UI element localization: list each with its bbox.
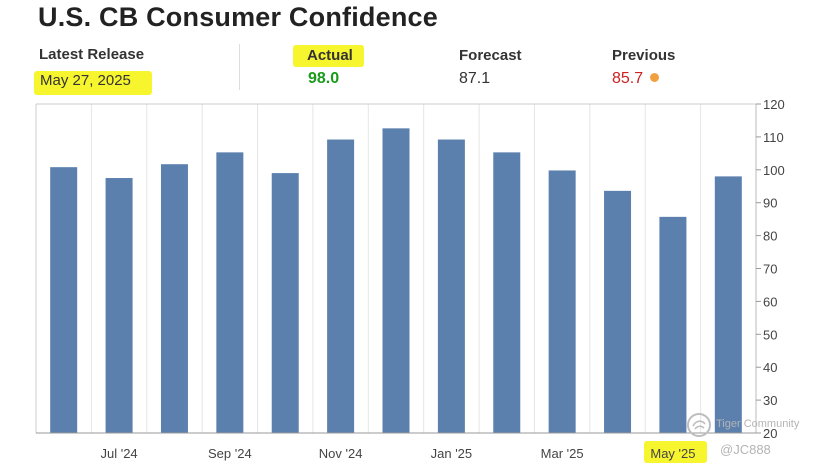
bar-mar-25	[548, 170, 576, 433]
y-tick-label: 60	[763, 294, 777, 309]
bar-jul-24	[105, 178, 133, 433]
watermark-handle: @JC888	[720, 442, 771, 457]
previous-value-wrap: 85.7	[612, 70, 660, 88]
y-tick-label: 40	[763, 360, 777, 375]
bar-jan-25	[437, 139, 465, 434]
header-divider	[239, 44, 240, 90]
x-tick-label: Jul '24	[100, 446, 137, 461]
bar-jun-25	[714, 176, 742, 433]
actual-value: 98.0	[308, 70, 340, 87]
tiger-logo-icon	[687, 413, 711, 437]
bar-aug-24	[160, 164, 188, 433]
y-tick-label: 50	[763, 327, 777, 342]
x-tick-label: Nov '24	[319, 446, 363, 461]
chart-tick-labels: 20 30 40 50 60 70 80 90 100 110 120 Jul '24 Sep '24 N…	[100, 97, 784, 461]
y-tick-label: 70	[763, 262, 777, 277]
forecast-value: 87.1	[459, 70, 491, 87]
bar-dec-24	[382, 128, 410, 433]
y-tick-label: 110	[763, 130, 784, 145]
chart-title: U.S. CB Consumer Confidence	[38, 2, 438, 32]
chart-bars	[50, 128, 742, 434]
bar-feb-25	[493, 152, 521, 433]
y-tick-label: 100	[763, 163, 785, 178]
orange-dot-icon	[650, 73, 660, 82]
bar-may-25	[659, 216, 687, 433]
bar-nov-24	[327, 139, 355, 434]
bar-sep-24	[216, 152, 244, 433]
highlight-may-25	[644, 441, 707, 463]
watermark: Tiger Community @JC888	[686, 412, 806, 458]
bar-oct-24	[271, 173, 299, 433]
latest-release-label: Latest Release	[39, 46, 145, 63]
forecast-label: Forecast	[459, 47, 522, 64]
bar-apr-25	[604, 190, 632, 433]
actual-label: Actual	[307, 47, 353, 64]
previous-value: 85.7	[612, 70, 644, 87]
y-tick-label: 120	[763, 97, 785, 112]
latest-release-value: May 27, 2025	[40, 72, 131, 89]
y-tick-label: 20	[763, 426, 777, 441]
x-tick-label: May '25	[650, 446, 695, 461]
x-tick-label: Mar '25	[541, 446, 584, 461]
previous-label: Previous	[612, 47, 676, 64]
bar-jun-24	[50, 167, 78, 433]
y-tick-label: 90	[763, 196, 777, 211]
highlight-latest-release	[34, 71, 152, 95]
watermark-brand: Tiger Community	[716, 418, 800, 430]
chart-axes	[35, 103, 761, 434]
highlight-actual	[293, 45, 364, 67]
x-tick-label: Sep '24	[208, 446, 252, 461]
y-tick-label: 80	[763, 229, 777, 244]
y-tick-label: 30	[763, 393, 777, 408]
x-tick-label: Jan '25	[431, 446, 473, 461]
